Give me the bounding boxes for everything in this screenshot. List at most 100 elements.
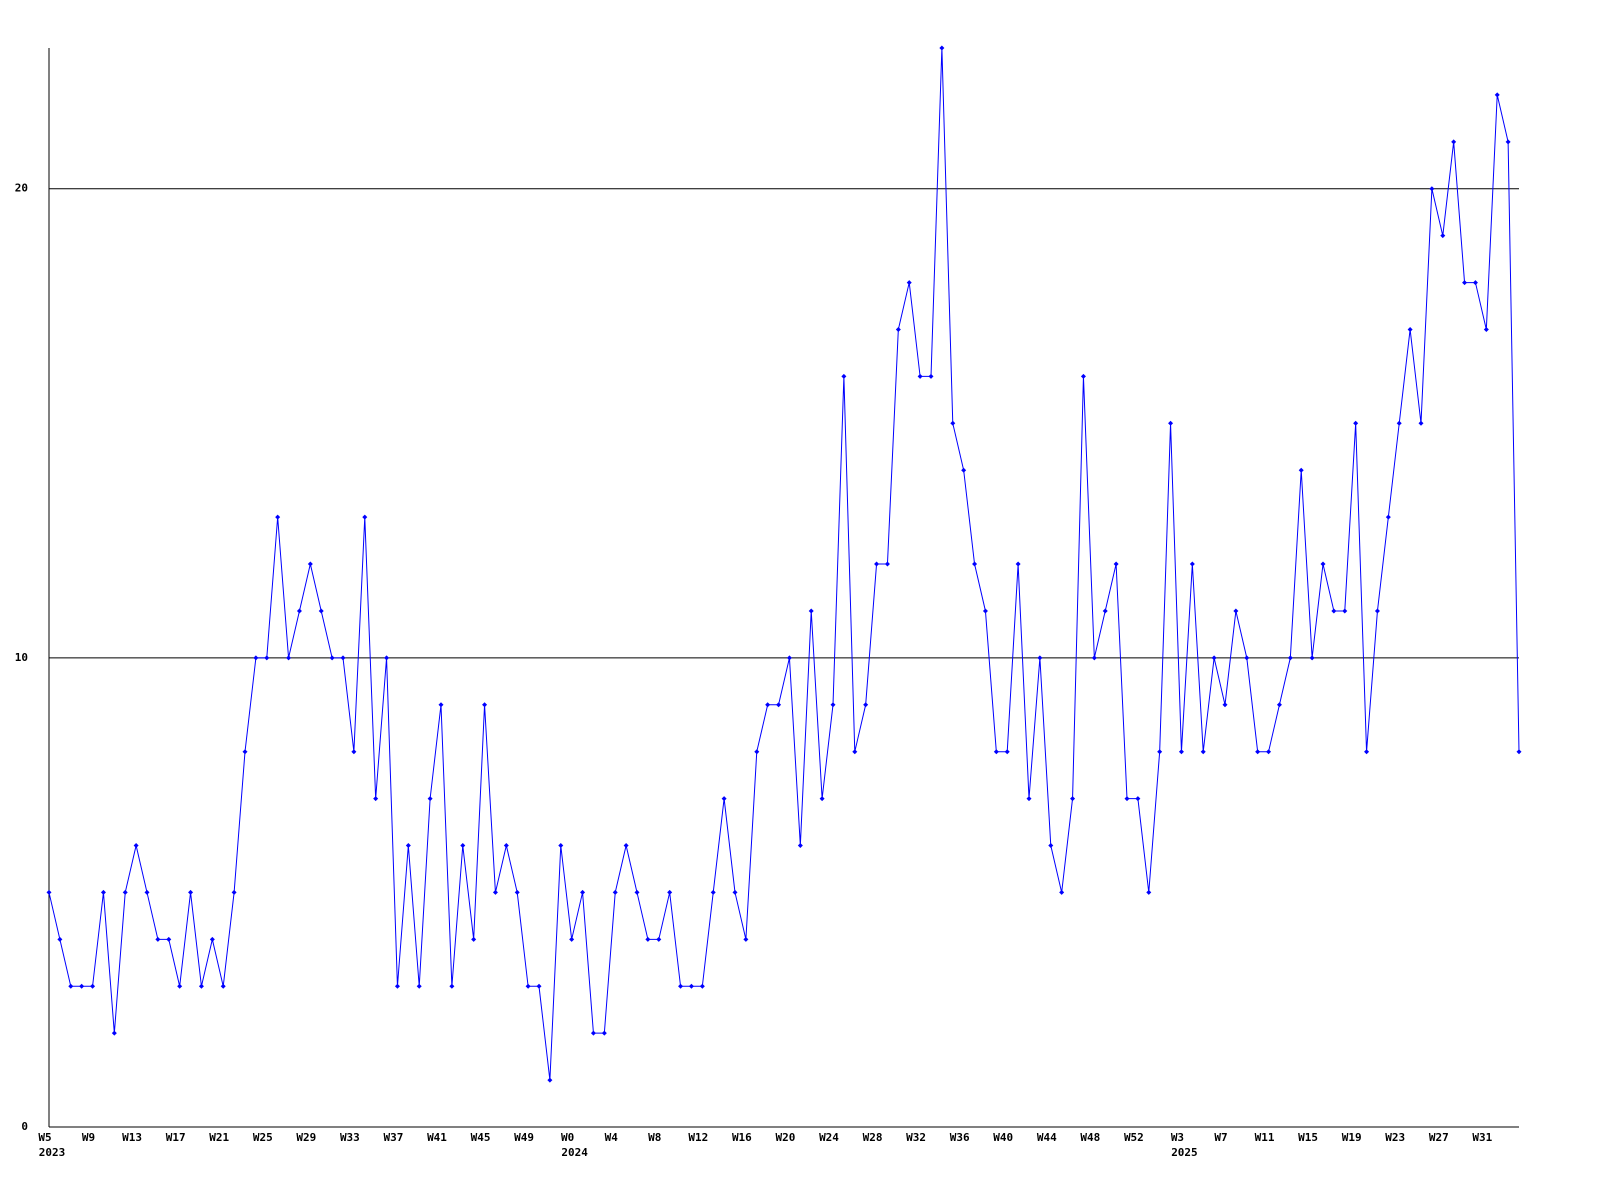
- data-point: [950, 420, 956, 426]
- year-label: 2025: [1171, 1146, 1198, 1159]
- data-point: [1178, 749, 1184, 755]
- data-point: [1276, 702, 1282, 708]
- data-point: [634, 889, 640, 895]
- data-point: [830, 702, 836, 708]
- data-point: [939, 45, 945, 51]
- data-point: [786, 655, 792, 661]
- data-point: [427, 796, 433, 802]
- x-tick-label: W17: [166, 1131, 186, 1144]
- y-tick-label: 0: [21, 1120, 28, 1133]
- data-point: [1483, 326, 1489, 332]
- data-point: [286, 655, 292, 661]
- x-tick-label: W13: [122, 1131, 142, 1144]
- data-point: [384, 655, 390, 661]
- data-line: [48, 47, 1520, 1081]
- x-tick-label: W28: [863, 1131, 883, 1144]
- y-tick-label: 10: [15, 651, 28, 664]
- data-point: [90, 983, 96, 989]
- x-tick-label: W27: [1429, 1131, 1449, 1144]
- data-point: [394, 983, 400, 989]
- data-point: [1298, 467, 1304, 473]
- data-point: [449, 983, 455, 989]
- data-point: [1440, 233, 1446, 239]
- data-point: [1146, 889, 1152, 895]
- y-tick-label: 20: [15, 182, 28, 195]
- x-tick-label: W36: [950, 1131, 970, 1144]
- data-point: [122, 889, 128, 895]
- data-point: [1287, 655, 1293, 661]
- data-point: [678, 983, 684, 989]
- data-point: [1059, 889, 1065, 895]
- data-point: [1266, 749, 1272, 755]
- data-point: [972, 561, 978, 567]
- data-point: [1200, 749, 1206, 755]
- data-point: [1211, 655, 1217, 661]
- x-tick-label: W33: [340, 1131, 360, 1144]
- data-point: [569, 936, 575, 942]
- x-tick-label: W16: [732, 1131, 752, 1144]
- data-point: [993, 749, 999, 755]
- data-point: [1244, 655, 1250, 661]
- data-point: [797, 843, 803, 849]
- data-point: [1364, 749, 1370, 755]
- data-point: [547, 1077, 553, 1083]
- data-point: [416, 983, 422, 989]
- data-point: [1462, 280, 1468, 286]
- data-point: [471, 936, 477, 942]
- x-tick-label: W12: [688, 1131, 708, 1144]
- data-point: [590, 1030, 596, 1036]
- x-tick-label: W45: [471, 1131, 491, 1144]
- x-tick-label: W19: [1342, 1131, 1362, 1144]
- data-point: [1168, 420, 1174, 426]
- data-point: [460, 843, 466, 849]
- x-tick-label: W0: [561, 1131, 574, 1144]
- data-point: [754, 749, 760, 755]
- data-point: [1505, 139, 1511, 145]
- x-tick-label: W20: [776, 1131, 796, 1144]
- x-tick-label: W23: [1385, 1131, 1405, 1144]
- data-point: [1309, 655, 1315, 661]
- data-point: [776, 702, 782, 708]
- data-point: [253, 655, 259, 661]
- data-point: [155, 936, 161, 942]
- data-point: [732, 889, 738, 895]
- data-point: [863, 702, 869, 708]
- data-point: [884, 561, 890, 567]
- x-tick-label: W25: [253, 1131, 273, 1144]
- data-point: [961, 467, 967, 473]
- data-point: [852, 749, 858, 755]
- data-point: [318, 608, 324, 614]
- data-point: [917, 373, 923, 379]
- data-point: [514, 889, 520, 895]
- year-label: 2023: [39, 1146, 66, 1159]
- data-point: [231, 889, 237, 895]
- data-point: [1004, 749, 1010, 755]
- data-point: [710, 889, 716, 895]
- data-point: [209, 936, 215, 942]
- data-point: [482, 702, 488, 708]
- data-point: [1102, 608, 1108, 614]
- data-point: [1331, 608, 1337, 614]
- year-label: 2024: [561, 1146, 588, 1159]
- data-point: [1080, 373, 1086, 379]
- data-point: [1451, 139, 1457, 145]
- data-point: [438, 702, 444, 708]
- data-point: [1026, 796, 1032, 802]
- data-point: [1429, 186, 1435, 192]
- data-point: [188, 889, 194, 895]
- data-point: [1048, 843, 1054, 849]
- data-point: [492, 889, 498, 895]
- data-point: [721, 796, 727, 802]
- data-point: [57, 936, 63, 942]
- data-point: [1070, 796, 1076, 802]
- data-point: [166, 936, 172, 942]
- data-point: [906, 280, 912, 286]
- x-tick-label: W8: [648, 1131, 661, 1144]
- data-point: [525, 983, 531, 989]
- data-point: [1396, 420, 1402, 426]
- x-tick-label: W24: [819, 1131, 839, 1144]
- data-point: [1015, 561, 1021, 567]
- data-point: [362, 514, 368, 520]
- data-point: [1494, 92, 1500, 98]
